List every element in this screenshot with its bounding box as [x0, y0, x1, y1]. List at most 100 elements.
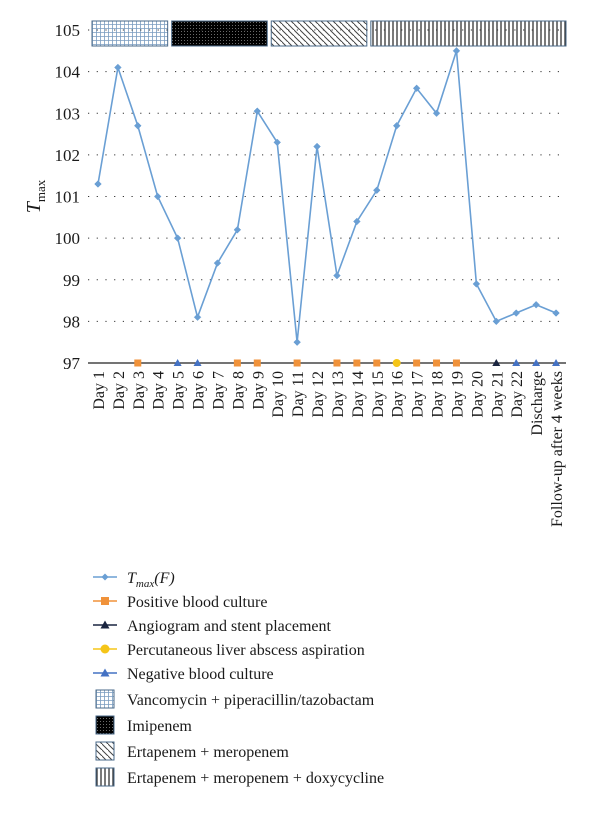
data-point-day-10 — [273, 138, 281, 147]
x-tick-label-day-22: Day 22 — [509, 371, 526, 418]
event-negative-blood-culture-day-5 — [173, 359, 182, 366]
data-point-day-6 — [193, 313, 202, 321]
y-tick-label-98: 98 — [63, 312, 80, 331]
event-positive-blood-culture-day-15 — [373, 359, 381, 367]
data-point-day-16 — [392, 121, 401, 130]
x-tick-label-discharge: Discharge — [529, 371, 546, 436]
legend-swatch-ertapenem-meropenem-doxycycline — [95, 767, 115, 787]
data-point-day-12 — [313, 142, 321, 151]
legend-label-negative-blood-culture: Negative blood culture — [127, 666, 274, 683]
x-tick-label-day-12: Day 12 — [310, 371, 327, 418]
data-point-follow-up-after-4-weeks — [552, 309, 560, 317]
legend-marker-percutaneous-liver-abscess-aspiration — [100, 644, 110, 654]
event-markers — [134, 359, 561, 367]
data-point-day-5 — [173, 234, 182, 242]
data-point-day-9 — [253, 107, 262, 115]
y-axis-ticks: 97 98 99 100 101 102 103 104 105 — [55, 21, 81, 373]
data-point-day-22 — [512, 309, 520, 317]
treatment-bands — [91, 20, 567, 47]
event-positive-blood-culture-day-17 — [413, 359, 421, 367]
data-point-day-18 — [432, 109, 441, 118]
event-negative-blood-culture-day-6 — [193, 359, 202, 366]
data-point-day-4 — [153, 192, 162, 201]
event-percutaneous-liver-abscess-aspiration-day-16 — [392, 359, 401, 367]
series-line — [97, 50, 557, 343]
y-tick-label-102: 102 — [55, 146, 81, 165]
data-point-day-11 — [293, 338, 301, 346]
x-tick-label-day-2: Day 2 — [111, 371, 128, 410]
y-tick-label-100: 100 — [55, 229, 81, 248]
y-tick-label-99: 99 — [63, 271, 80, 290]
legend-marker-tmax — [101, 573, 109, 581]
data-point-day-7 — [213, 259, 222, 267]
data-point-day-19 — [452, 47, 461, 55]
legend-label-imipenem: Imipenem — [127, 718, 192, 735]
x-tick-label-day-9: Day 9 — [250, 371, 267, 410]
y-tick-label-104: 104 — [55, 63, 81, 82]
event-positive-blood-culture-day-3 — [134, 359, 142, 367]
legend-marker-positive-blood-culture — [101, 597, 109, 605]
series-points — [94, 47, 560, 346]
legend-label-tmax-subscript: max — [136, 578, 154, 590]
x-tick-label-day-19: Day 19 — [449, 371, 466, 418]
data-point-day-21 — [492, 317, 501, 326]
x-tick-label-day-14: Day 14 — [350, 371, 367, 418]
event-positive-blood-culture-day-14 — [353, 359, 361, 367]
x-tick-label-day-20: Day 20 — [469, 371, 486, 418]
data-point-day-8 — [233, 226, 242, 234]
event-positive-blood-culture-day-11 — [293, 359, 301, 367]
x-tick-label-day-7: Day 7 — [210, 371, 227, 410]
band-vancomycin-piperacillin-tazobactam — [91, 20, 169, 47]
data-point-day-20 — [472, 280, 481, 288]
series-line-tmax — [97, 50, 557, 343]
x-tick-label-day-11: Day 11 — [290, 371, 307, 417]
legend-label-positive-blood-culture: Positive blood culture — [127, 594, 267, 611]
data-point-day-17 — [412, 84, 421, 93]
legend-swatch-ertapenem-meropenem — [95, 741, 115, 761]
legend-label-angiogram-and-stent-placement: Angiogram and stent placement — [127, 618, 331, 635]
data-point-day-14 — [353, 217, 361, 226]
event-positive-blood-culture-day-19 — [452, 359, 460, 367]
x-tick-label-day-6: Day 6 — [191, 371, 208, 410]
x-tick-label-day-1: Day 1 — [91, 371, 108, 410]
y-tick-label-105: 105 — [55, 21, 81, 40]
event-positive-blood-culture-day-13 — [333, 359, 341, 367]
legend: Tmax(F) Positive blood culture Angiogram a… — [93, 570, 384, 787]
legend-swatch-imipenem — [95, 715, 115, 735]
legend-label-tmax-unit: (F) — [154, 570, 174, 587]
legend-label-percutaneous-liver-abscess-aspiration: Percutaneous liver abscess aspiration — [127, 642, 365, 659]
band-ertapenem-meropenem — [270, 20, 368, 47]
x-tick-label-day-13: Day 13 — [330, 371, 347, 418]
y-axis-label: Tmax — [23, 179, 48, 213]
event-negative-blood-culture-follow-up-after-4-weeks — [552, 359, 561, 366]
legend-label-ertapenem-meropenem-doxycycline: Ertapenem + meropenem + doxycycline — [127, 770, 384, 787]
legend-marker-negative-blood-culture — [100, 668, 110, 677]
event-negative-blood-culture-day-22 — [512, 359, 521, 366]
x-tick-label-day-8: Day 8 — [230, 371, 247, 410]
event-positive-blood-culture-day-8 — [233, 359, 241, 367]
x-tick-label-day-4: Day 4 — [151, 371, 168, 410]
legend-label-vancomycin-piperacillin-tazobactam: Vancomycin + piperacillin/tazobactam — [127, 692, 375, 709]
x-tick-label-follow-up-after-4-weeks: Follow-up after 4 weeks — [549, 371, 566, 527]
legend-label-tmax: Tmax(F) — [127, 570, 175, 590]
data-point-day-2 — [114, 63, 122, 72]
x-tick-label-day-17: Day 17 — [410, 371, 427, 418]
event-positive-blood-culture-day-18 — [433, 359, 441, 367]
event-negative-blood-culture-discharge — [532, 359, 541, 366]
legend-swatch-vancomycin-piperacillin-tazobactam — [95, 689, 115, 709]
y-tick-label-97: 97 — [63, 354, 81, 373]
y-tick-label-101: 101 — [55, 188, 81, 207]
gridlines — [88, 29, 566, 364]
band-ertapenem-meropenem-doxycycline — [370, 20, 567, 47]
data-point-day-13 — [333, 271, 341, 280]
x-tick-label-day-10: Day 10 — [270, 371, 287, 418]
x-tick-label-day-5: Day 5 — [171, 371, 188, 410]
y-axis-title: Tmax — [23, 179, 48, 213]
event-positive-blood-culture-day-9 — [253, 359, 261, 367]
x-tick-label-day-18: Day 18 — [430, 371, 447, 418]
x-tick-label-day-21: Day 21 — [489, 371, 506, 418]
x-tick-label-day-15: Day 15 — [370, 371, 387, 418]
x-tick-label-day-3: Day 3 — [131, 371, 148, 410]
